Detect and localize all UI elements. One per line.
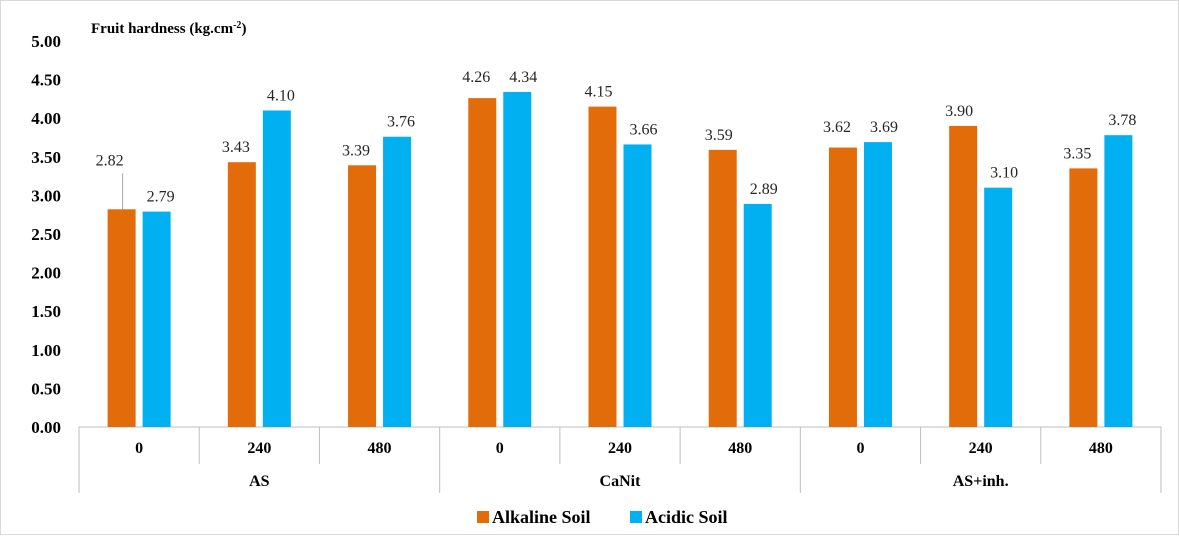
- data-label-acidic-soil: 3.66: [630, 121, 658, 138]
- data-label-alkaline-soil: 3.62: [823, 119, 851, 136]
- data-label-alkaline-soil: 4.26: [462, 69, 490, 86]
- data-label-alkaline-soil: 3.35: [1063, 145, 1091, 162]
- y-tick-label: 0.00: [31, 418, 61, 437]
- data-label-alkaline-soil: 3.59: [705, 127, 733, 144]
- data-label-acidic-soil: 4.10: [267, 87, 295, 104]
- x-group-label: AS+inh.: [953, 473, 1009, 490]
- y-tick-label: 4.00: [31, 109, 61, 128]
- x-tick-label: 240: [608, 440, 632, 457]
- data-label-alkaline-soil: 3.39: [342, 142, 370, 159]
- y-tick-label: 3.00: [31, 186, 61, 205]
- bar-alkaline-soil: [348, 165, 377, 428]
- bar-alkaline-soil: [227, 162, 256, 428]
- x-tick-label: 480: [1089, 440, 1113, 457]
- x-tick-label: 480: [728, 440, 752, 457]
- bar-acidic-soil: [1104, 135, 1133, 427]
- bar-alkaline-soil: [107, 209, 136, 427]
- legend-swatch-acidic-soil: [630, 511, 642, 523]
- bar-acidic-soil: [984, 187, 1013, 427]
- legend: Alkaline Soil Acidic Soil: [477, 507, 728, 527]
- bar-alkaline-soil: [1069, 168, 1098, 427]
- bar-acidic-soil: [863, 142, 892, 427]
- legend-swatch-alkaline-soil: [477, 511, 489, 523]
- y-tick-label: 0.50: [31, 379, 61, 398]
- y-tick-label: 2.50: [31, 225, 61, 244]
- x-tick-label: 240: [969, 440, 993, 457]
- x-tick-label: 240: [247, 440, 271, 457]
- x-group-label: AS: [249, 473, 270, 490]
- bars: [107, 91, 1133, 428]
- x-tick-label: 0: [496, 440, 504, 457]
- y-tick-label: 4.50: [31, 71, 61, 90]
- data-label-alkaline-soil: 2.82: [96, 152, 124, 169]
- data-label-acidic-soil: 3.10: [990, 165, 1018, 182]
- data-label-acidic-soil: 2.89: [750, 181, 778, 198]
- bar-acidic-soil: [383, 136, 412, 427]
- y-axis-label: Fruit hardness (kg.cm-2): [91, 20, 246, 38]
- bar-acidic-soil: [142, 211, 171, 427]
- data-label-acidic-soil: 4.34: [509, 69, 537, 86]
- y-axis-title: Fruit hardness (kg.cm-2): [91, 20, 246, 38]
- bar-acidic-soil: [623, 144, 652, 427]
- data-label-alkaline-soil: 4.15: [585, 84, 613, 101]
- y-tick-label: 2.00: [31, 264, 61, 283]
- bar-alkaline-soil: [708, 149, 737, 428]
- x-tick-label: 0: [135, 440, 143, 457]
- data-label-acidic-soil: 3.78: [1108, 112, 1136, 129]
- data-label-acidic-soil: 3.76: [387, 114, 415, 131]
- legend-label-acidic-soil: Acidic Soil: [645, 507, 728, 527]
- x-tick-label: 480: [368, 440, 392, 457]
- bar-acidic-soil: [743, 203, 772, 427]
- bar-alkaline-soil: [949, 125, 978, 428]
- y-tick-label: 1.00: [31, 341, 61, 360]
- y-tick-label: 1.50: [31, 302, 61, 321]
- axes: 0.00 0.50 1.00 1.50 2.00 2.50 3.00 3.50 4.00 4.50…: [31, 32, 1162, 493]
- data-label-alkaline-soil: 3.90: [945, 103, 973, 120]
- bar-alkaline-soil: [828, 147, 857, 427]
- bar-acidic-soil: [262, 110, 291, 427]
- data-label-alkaline-soil: 3.43: [222, 139, 250, 156]
- x-group-label: CaNit: [600, 473, 642, 490]
- bar-alkaline-soil: [468, 98, 497, 428]
- data-label-acidic-soil: 3.69: [870, 119, 898, 136]
- y-tick-label: 5.00: [31, 32, 61, 51]
- data-label-acidic-soil: 2.79: [147, 189, 175, 206]
- x-tick-label: 0: [856, 440, 864, 457]
- bar-acidic-soil: [503, 91, 532, 428]
- legend-label-alkaline-soil: Alkaline Soil: [492, 507, 591, 527]
- y-tick-label: 3.50: [31, 148, 61, 167]
- data-labels: 2.82 2.79 3.43 4.10 3.39 3.76 4.26 4.34 4.15 3.66…: [96, 69, 1136, 210]
- bar-alkaline-soil: [588, 106, 617, 428]
